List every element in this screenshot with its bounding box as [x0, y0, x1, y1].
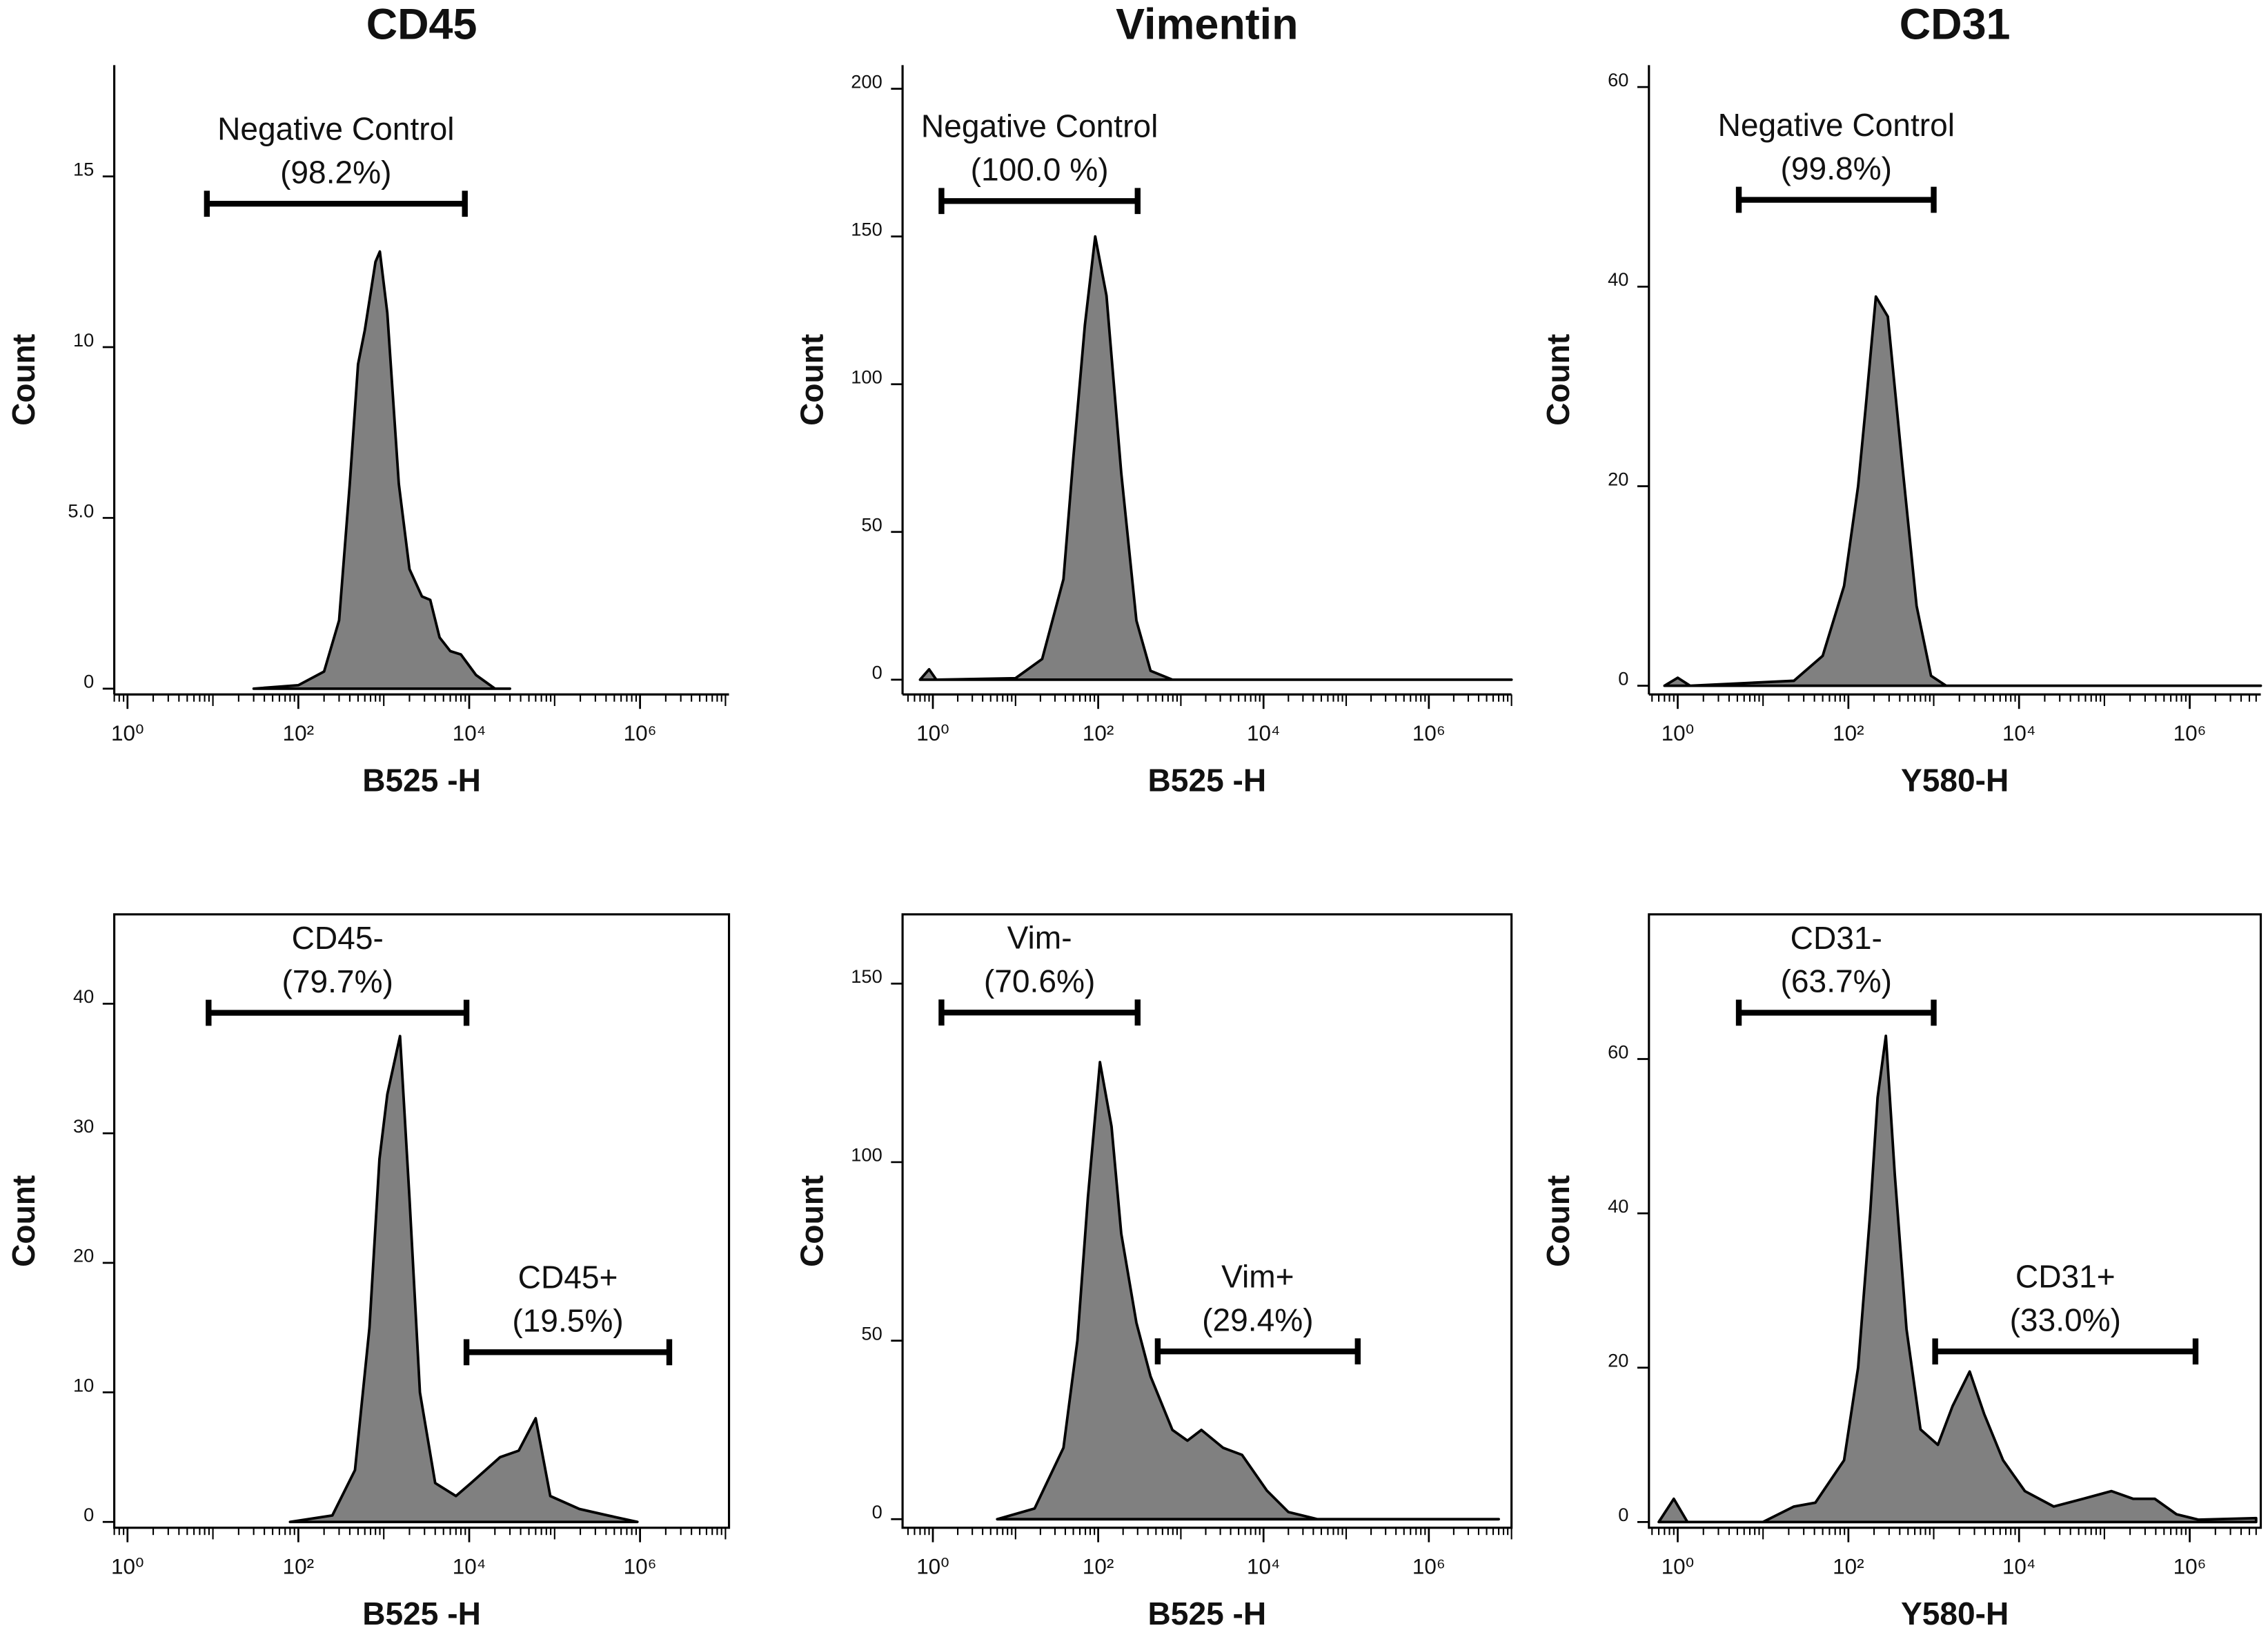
histogram — [252, 250, 511, 690]
y-tick-label: 20 — [1608, 1350, 1628, 1371]
x-tick-label: 10⁰ — [916, 721, 949, 745]
y-tick-label: 50 — [861, 514, 882, 536]
y-tick-label: 100 — [851, 1144, 882, 1166]
gate-percent: (99.8%) — [1781, 150, 1892, 186]
x-axis-label: Y580-H — [1901, 1596, 2009, 1631]
x-tick-label: 10⁴ — [1247, 1555, 1280, 1579]
x-tick-label: 10⁴ — [453, 721, 486, 745]
x-tick-label: 10² — [1833, 721, 1864, 745]
x-tick-label: 10⁶ — [2173, 721, 2207, 745]
y-tick-label: 50 — [861, 1322, 882, 1344]
x-tick-label: 10² — [1083, 721, 1114, 745]
y-tick-label: 40 — [1608, 268, 1628, 290]
y-tick-label: 0 — [1618, 667, 1628, 689]
x-tick-label: 10⁴ — [453, 1555, 486, 1579]
y-tick-label: 0 — [872, 662, 882, 683]
gate-percent: (100.0 %) — [971, 152, 1109, 188]
y-tick-label: 150 — [851, 965, 882, 987]
x-axis-label: B525 -H — [362, 1596, 481, 1631]
x-axis-label: B525 -H — [1148, 1596, 1267, 1631]
x-tick-label: 10⁴ — [1247, 721, 1280, 745]
histogram — [288, 1035, 639, 1524]
gate-label: Vim- — [1007, 920, 1072, 956]
panel-title: CD45 — [366, 0, 477, 48]
x-tick-label: 10⁶ — [624, 721, 657, 745]
histogram — [1663, 295, 2262, 687]
y-tick-label: 40 — [73, 986, 94, 1007]
x-tick-label: 10⁶ — [1412, 721, 1446, 745]
x-tick-label: 10⁰ — [111, 1555, 144, 1579]
y-tick-label: 200 — [851, 70, 882, 92]
panel-title: Vimentin — [1116, 0, 1298, 48]
x-axis-label: B525 -H — [1148, 762, 1267, 798]
gate-percent: (70.6%) — [984, 963, 1095, 999]
x-tick-label: 10⁶ — [2173, 1555, 2207, 1579]
panel-title: CD31 — [1900, 0, 2011, 48]
gate-percent: (29.4%) — [1202, 1302, 1313, 1337]
x-tick-label: 10² — [283, 1555, 314, 1579]
x-axis-label: B525 -H — [362, 762, 481, 798]
gate-percent: (63.7%) — [1781, 963, 1892, 999]
gate-percent: (79.7%) — [282, 963, 393, 999]
y-tick-label: 0 — [83, 1504, 94, 1525]
y-tick-label: 10 — [73, 329, 94, 351]
x-tick-label: 10⁰ — [1661, 1555, 1695, 1579]
y-axis-label: Count — [1540, 334, 1576, 426]
y-tick-label: 30 — [73, 1115, 94, 1137]
gate-percent: (33.0%) — [2010, 1302, 2121, 1338]
x-tick-label: 10⁴ — [2002, 1555, 2035, 1579]
y-tick-label: 20 — [73, 1245, 94, 1266]
y-tick-label: 5.0 — [68, 500, 94, 521]
histogram — [1657, 1035, 2258, 1524]
x-tick-label: 10⁰ — [916, 1555, 949, 1579]
plot-frame — [1648, 913, 2262, 1529]
x-tick-label: 10⁶ — [624, 1555, 657, 1579]
y-tick-label: 0 — [872, 1501, 882, 1522]
x-tick-label: 10² — [1083, 1555, 1114, 1579]
gate-percent: (19.5%) — [512, 1303, 623, 1339]
y-axis-label: Count — [6, 334, 41, 426]
y-tick-label: 0 — [1618, 1504, 1628, 1525]
y-tick-label: 10 — [73, 1374, 94, 1395]
gate-label: Negative Control — [1718, 107, 1955, 143]
gate-label: CD31+ — [2015, 1259, 2116, 1295]
y-tick-label: 40 — [1608, 1195, 1628, 1217]
gate-label: Vim+ — [1221, 1259, 1294, 1295]
x-tick-label: 10⁴ — [2002, 721, 2035, 745]
y-tick-label: 100 — [851, 366, 882, 388]
y-tick-label: 60 — [1608, 1041, 1628, 1062]
gate-percent: (98.2%) — [280, 154, 391, 190]
y-axis-label: Count — [1540, 1175, 1576, 1267]
x-tick-label: 10² — [1833, 1555, 1864, 1579]
y-tick-label: 0 — [83, 671, 94, 692]
gate-label: Negative Control — [921, 108, 1158, 144]
y-axis-label: Count — [793, 1175, 829, 1267]
x-tick-label: 10⁰ — [111, 721, 144, 745]
y-tick-label: 20 — [1608, 468, 1628, 489]
y-tick-label: 15 — [73, 158, 94, 179]
plot-frame — [901, 913, 1513, 1529]
x-tick-label: 10⁰ — [1661, 721, 1695, 745]
gate-label: CD31- — [1791, 920, 1882, 956]
gate-label: CD45- — [292, 920, 384, 956]
gate-label: Negative Control — [217, 111, 454, 147]
y-tick-label: 150 — [851, 218, 882, 239]
histogram — [918, 235, 1513, 681]
histogram — [996, 1061, 1500, 1521]
y-tick-label: 60 — [1608, 69, 1628, 90]
x-tick-label: 10⁶ — [1412, 1555, 1446, 1579]
gate-label: CD45+ — [518, 1259, 618, 1295]
y-axis-label: Count — [793, 334, 829, 426]
x-tick-label: 10² — [283, 721, 314, 745]
plot-frame — [113, 913, 731, 1529]
x-axis-label: Y580-H — [1901, 762, 2009, 798]
y-axis-label: Count — [6, 1175, 41, 1267]
